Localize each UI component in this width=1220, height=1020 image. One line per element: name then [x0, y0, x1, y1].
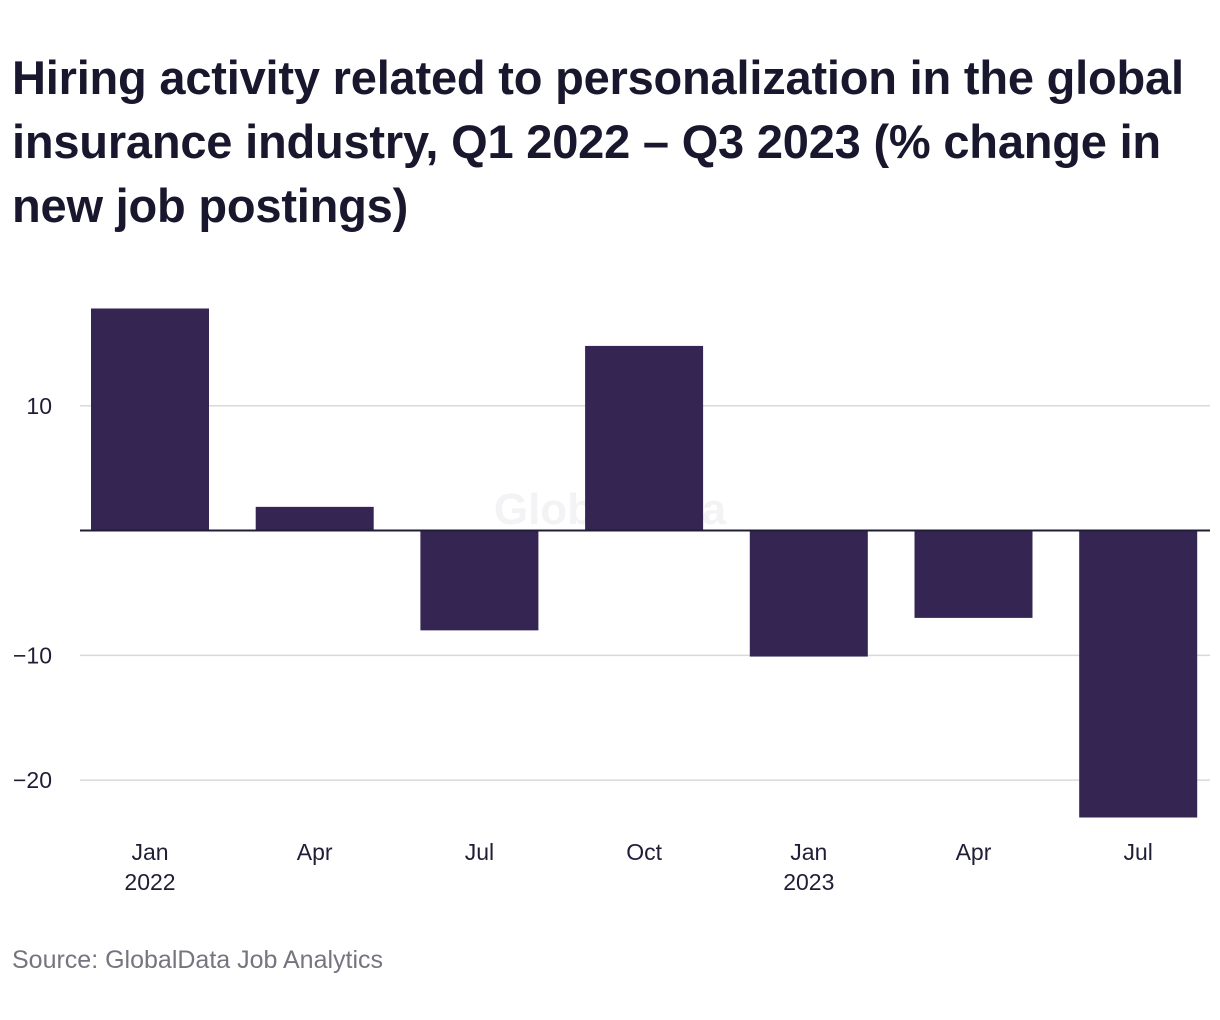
y-tick-label: −10: [13, 642, 52, 668]
x-tick-label: Oct: [626, 839, 662, 865]
bar: [585, 345, 704, 531]
chart-title: Hiring activity related to personalizati…: [12, 51, 1184, 232]
bar: [255, 506, 374, 531]
y-axis-tick-labels: 10 −10 −20: [13, 393, 52, 793]
x-tick-label: Jan: [131, 839, 168, 865]
x-tick-label: Jan: [790, 839, 827, 865]
x-axis-tick-labels: Jan 2022 Apr Jul Oct Jan 2023 Apr Jul: [124, 839, 1152, 895]
x-tick-label: Jul: [1123, 839, 1152, 865]
y-tick-label: 10: [26, 393, 52, 419]
x-tick-year-label: 2023: [783, 869, 834, 895]
bar: [91, 308, 209, 531]
x-tick-label: Apr: [297, 839, 333, 865]
bar: [420, 530, 539, 631]
y-tick-label: −20: [13, 767, 52, 793]
bar: [914, 530, 1033, 618]
x-tick-label: Jul: [465, 839, 494, 865]
source-note: Source: GlobalData Job Analytics: [12, 946, 384, 974]
bars: [91, 308, 1198, 818]
x-tick-label: Apr: [956, 839, 992, 865]
bar: [749, 530, 868, 657]
bar: [1079, 530, 1198, 818]
x-tick-year-label: 2022: [124, 869, 175, 895]
